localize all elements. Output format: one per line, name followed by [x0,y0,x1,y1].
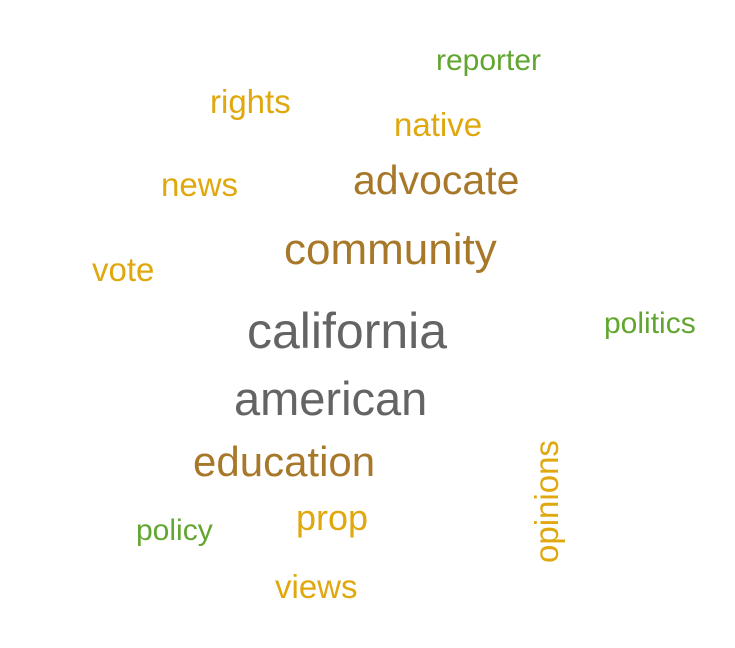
word-reporter: reporter [436,44,542,77]
word-native: native [394,106,483,143]
word-advocate: advocate [353,157,520,203]
word-politics: politics [604,307,696,340]
word-prop: prop [296,497,369,538]
word-opinions: opinions [528,440,565,563]
word-community: community [284,225,497,274]
word-california: california [247,303,448,359]
word-views: views [275,568,358,605]
word-education: education [193,438,376,485]
word-news: news [161,166,239,203]
word-vote: vote [92,251,155,288]
word-american: american [234,372,428,425]
word-policy: policy [136,514,213,547]
word-rights: rights [210,83,291,120]
